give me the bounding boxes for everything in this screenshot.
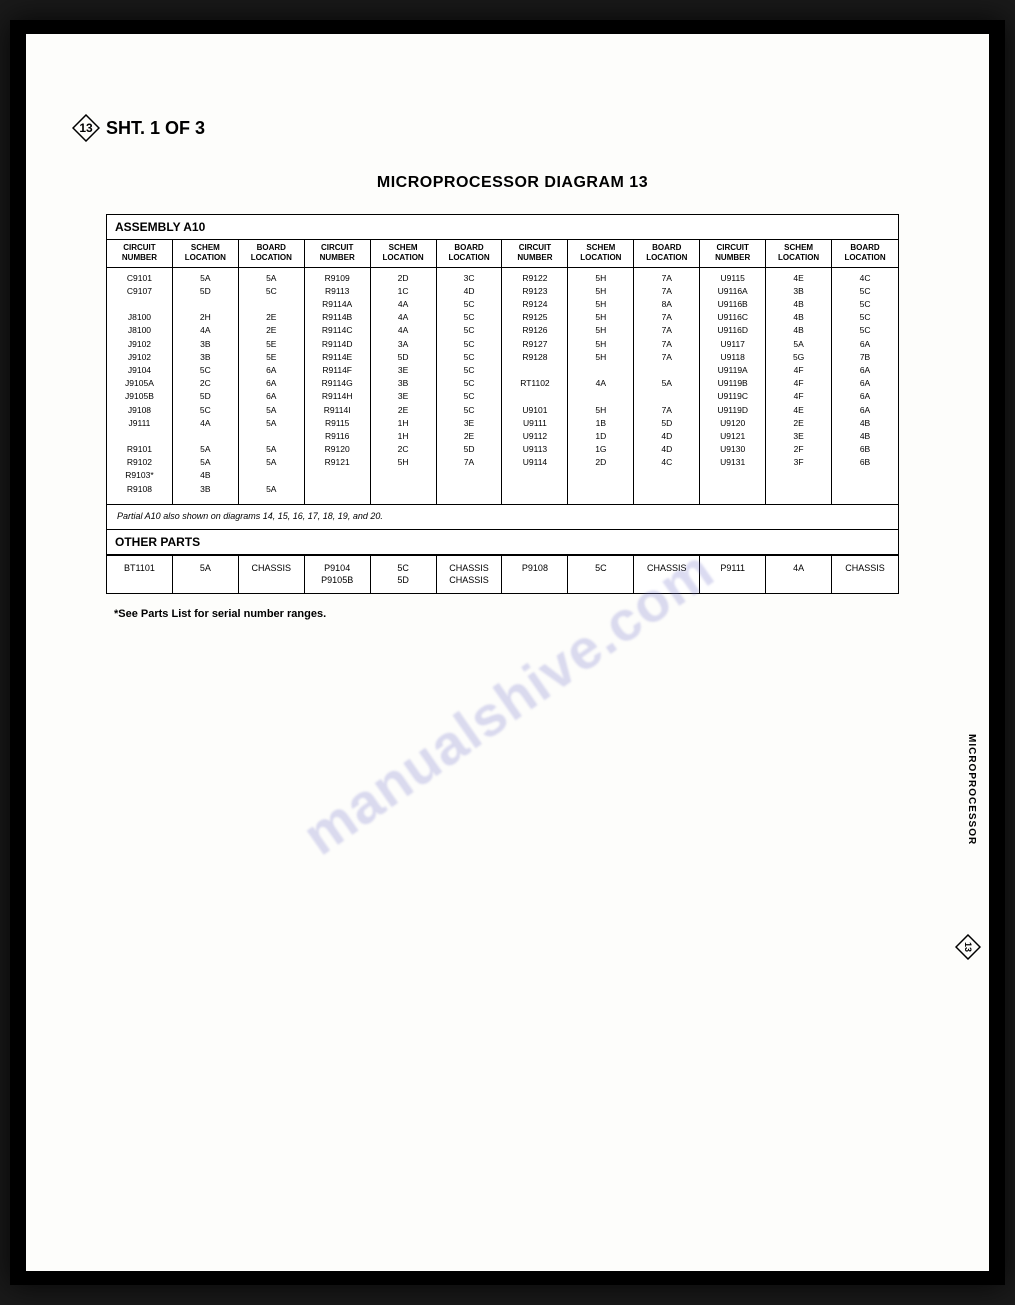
data-col: 5A5C 2E2E5E5E6A6A6A5A5A 5A5A 5A <box>239 268 305 504</box>
col-header: SCHEMLOCATION <box>371 240 437 268</box>
see-note: *See Parts List for serial number ranges… <box>114 608 959 620</box>
col-header: SCHEMLOCATION <box>173 240 239 268</box>
sheet-mark: 13 SHT. 1 OF 3 <box>72 114 205 142</box>
side-label: MICROPROCESSOR <box>966 734 977 845</box>
data-col: U9115U9116AU9116BU9116CU9116DU9117U9118U… <box>700 268 766 504</box>
page-title: MICROPROCESSOR DIAGRAM 13 <box>66 174 959 192</box>
svg-text:13: 13 <box>79 121 93 135</box>
col-header: BOARDLOCATION <box>634 240 700 268</box>
diamond-icon: 13 <box>72 114 100 142</box>
data-col: 7A7A8A7A7A7A7A 5A 7A5D4D4D4C <box>634 268 700 504</box>
data-col: 4C5C5C5C5C6A7B6A6A6A6A4B4B6B6B <box>832 268 898 504</box>
other-cell: P9111 <box>700 556 766 593</box>
col-header: CIRCUITNUMBER <box>700 240 766 268</box>
other-cell: 4A <box>766 556 832 593</box>
data-col: R9109R9113R9114AR9114BR9114CR9114DR9114E… <box>305 268 371 504</box>
data-col: 4E3B4B4B4B5A5G4F4F4F4E2E3E2F3F <box>766 268 832 504</box>
data-col: R9122R9123R9124R9125R9126R9127R9128 RT11… <box>502 268 568 504</box>
page: 13 SHT. 1 OF 3 MICROPROCESSOR DIAGRAM 13… <box>10 20 1005 1285</box>
other-cell: 5C5D <box>371 556 437 593</box>
data-col: 3C4D5C5C5C5C5C5C5C5C5C3E2E5D7A <box>437 268 503 504</box>
other-cell: CHASSIS <box>239 556 305 593</box>
data-col: 2D1C4A4A4A3A5D3E3B3E2E1H1H2C5H <box>371 268 437 504</box>
other-cell: P9104P9105B <box>305 556 371 593</box>
data-row: C9101C9107 J8100J8100J9102J9102J9104J910… <box>107 268 898 504</box>
col-header: BOARDLOCATION <box>239 240 305 268</box>
sheet-text: SHT. 1 OF 3 <box>106 118 205 139</box>
assembly-table: ASSEMBLY A10 CIRCUITNUMBERSCHEMLOCATIONB… <box>106 214 899 594</box>
assembly-heading: ASSEMBLY A10 <box>107 215 898 240</box>
other-cell: 5C <box>568 556 634 593</box>
data-col: C9101C9107 J8100J8100J9102J9102J9104J910… <box>107 268 173 504</box>
data-col: 5H5H5H5H5H5H5H 4A 5H1B1D1G2D <box>568 268 634 504</box>
other-cell: CHASSISCHASSIS <box>437 556 503 593</box>
partial-note: Partial A10 also shown on diagrams 14, 1… <box>107 504 898 529</box>
other-cell: P9108 <box>502 556 568 593</box>
other-row: BT11015ACHASSISP9104P9105B5C5DCHASSISCHA… <box>107 555 898 593</box>
side-diamond-icon: 13 <box>955 934 981 965</box>
col-header: BOARDLOCATION <box>437 240 503 268</box>
other-cell: CHASSIS <box>634 556 700 593</box>
other-heading: OTHER PARTS <box>107 529 898 555</box>
other-cell: 5A <box>173 556 239 593</box>
col-header: SCHEMLOCATION <box>766 240 832 268</box>
col-header: CIRCUITNUMBER <box>107 240 173 268</box>
other-cell: BT1101 <box>107 556 173 593</box>
header-row: CIRCUITNUMBERSCHEMLOCATIONBOARDLOCATIONC… <box>107 240 898 268</box>
col-header: BOARDLOCATION <box>832 240 898 268</box>
svg-text:13: 13 <box>963 942 973 952</box>
data-col: 5A5D 2H4A3B3B5C2C5D5C4A 5A5A4B3B <box>173 268 239 504</box>
col-header: SCHEMLOCATION <box>568 240 634 268</box>
col-header: CIRCUITNUMBER <box>502 240 568 268</box>
other-cell: CHASSIS <box>832 556 898 593</box>
col-header: CIRCUITNUMBER <box>305 240 371 268</box>
